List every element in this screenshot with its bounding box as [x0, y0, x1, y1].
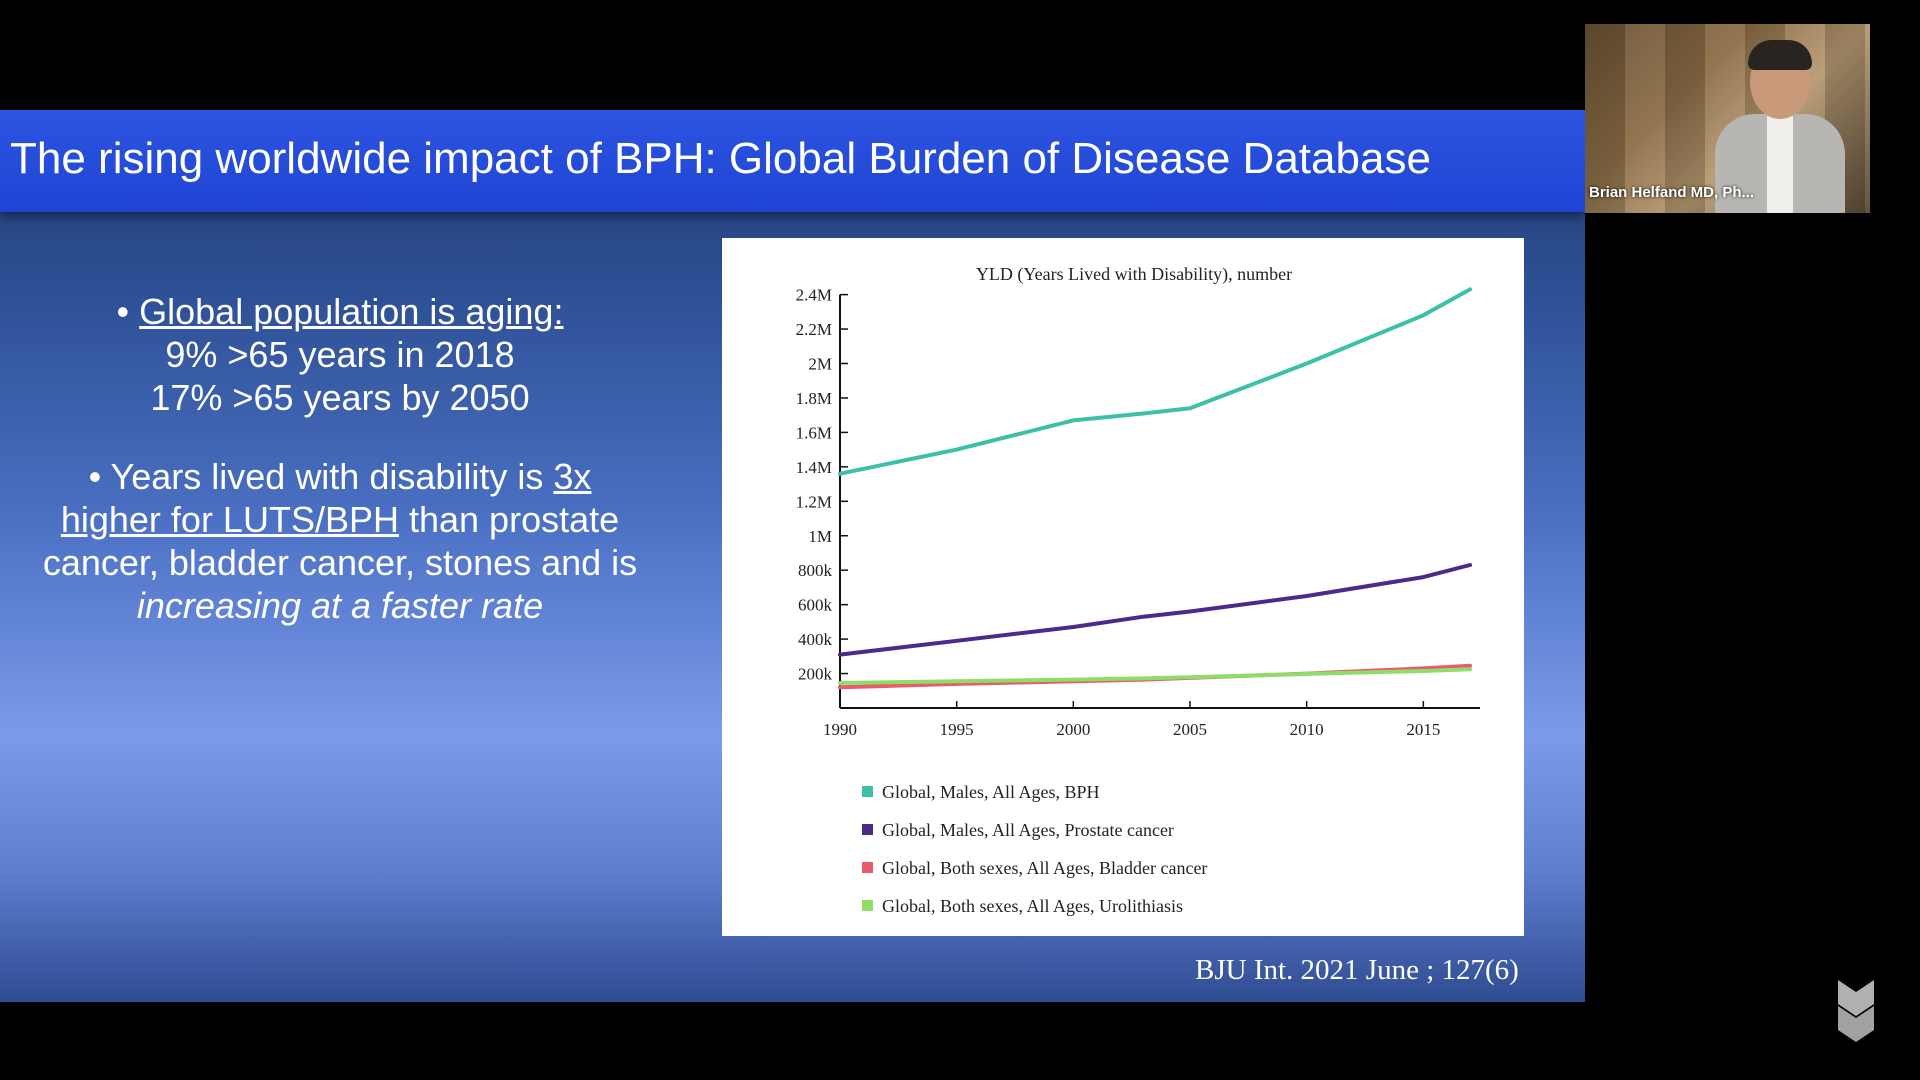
legend-label: Global, Males, All Ages, BPH — [882, 782, 1100, 802]
x-tick-label: 2015 — [1406, 720, 1440, 739]
bullet-marker: • — [116, 291, 140, 332]
bullet-aging-heading: Global population is aging: — [139, 291, 564, 332]
legend-label: Global, Both sexes, All Ages, Urolithias… — [882, 896, 1183, 916]
bullet-disability-rate: increasing at a faster rate — [136, 585, 544, 626]
bullet-aging-line1: 9% >65 years in 2018 — [165, 334, 515, 375]
y-tick-label: 400k — [798, 630, 833, 649]
legend-label: Global, Both sexes, All Ages, Bladder ca… — [882, 858, 1207, 878]
participant-video-feed — [1715, 40, 1845, 213]
series-line-0 — [838, 287, 1472, 476]
citation: BJU Int. 2021 June ; 127(6) — [1195, 954, 1519, 986]
bullet-aging: • Global population is aging: 9% >65 yea… — [40, 290, 640, 419]
bullet-disability-3x: 3x — [553, 456, 592, 497]
legend-swatch — [862, 900, 873, 911]
participant-name: Brian Helfand MD, Ph... — [1589, 184, 1755, 201]
y-tick-label: 1M — [808, 527, 832, 546]
bullet-marker: • — [88, 456, 111, 497]
bullet-disability-luts: higher for LUTS/BPH — [60, 499, 399, 540]
bullet-disability-part1: Years lived with disability is — [110, 456, 554, 497]
x-tick-label: 2000 — [1056, 720, 1090, 739]
bullet-aging-line2: 17% >65 years by 2050 — [150, 377, 530, 418]
platform-logo-icon — [1838, 980, 1874, 1042]
bullet-disability: • Years lived with disability is 3x highe… — [40, 455, 640, 627]
y-tick-label: 800k — [798, 561, 833, 580]
legend-swatch — [862, 786, 873, 797]
series-line-3 — [838, 667, 1472, 685]
y-tick-label: 1.6M — [796, 423, 832, 442]
legend-label: Global, Males, All Ages, Prostate cancer — [882, 820, 1174, 840]
y-tick-label: 200k — [798, 665, 833, 684]
y-tick-label: 2.2M — [796, 320, 832, 339]
x-tick-label: 2010 — [1290, 720, 1324, 739]
x-tick-label: 1990 — [823, 720, 857, 739]
chart-title: YLD (Years Lived with Disability), numbe… — [976, 264, 1292, 285]
legend-swatch — [862, 862, 873, 873]
series-line-1 — [838, 563, 1472, 657]
y-tick-label: 1.8M — [796, 389, 832, 408]
yld-line-chart: YLD (Years Lived with Disability), numbe… — [796, 264, 1480, 916]
slide: The rising worldwide impact of BPH: Glob… — [0, 110, 1585, 1002]
x-tick-label: 1995 — [940, 720, 974, 739]
bullet-disability-part4: than prostate cancer, bladder cancer, st… — [42, 499, 638, 583]
chart-panel: YLD (Years Lived with Disability), numbe… — [722, 238, 1524, 936]
y-tick-label: 600k — [798, 596, 833, 615]
title-bar: The rising worldwide impact of BPH: Glob… — [0, 110, 1585, 212]
bullet-list: • Global population is aging: 9% >65 yea… — [40, 290, 640, 627]
y-tick-label: 2.4M — [796, 286, 832, 305]
x-tick-label: 2005 — [1173, 720, 1207, 739]
slide-title: The rising worldwide impact of BPH: Glob… — [10, 134, 1431, 183]
y-tick-label: 1.4M — [796, 458, 832, 477]
legend-swatch — [862, 824, 873, 835]
y-tick-label: 1.2M — [796, 492, 832, 511]
y-tick-label: 2M — [808, 355, 832, 374]
participant-video-tile[interactable]: Brian Helfand MD, Ph... — [1585, 24, 1870, 213]
